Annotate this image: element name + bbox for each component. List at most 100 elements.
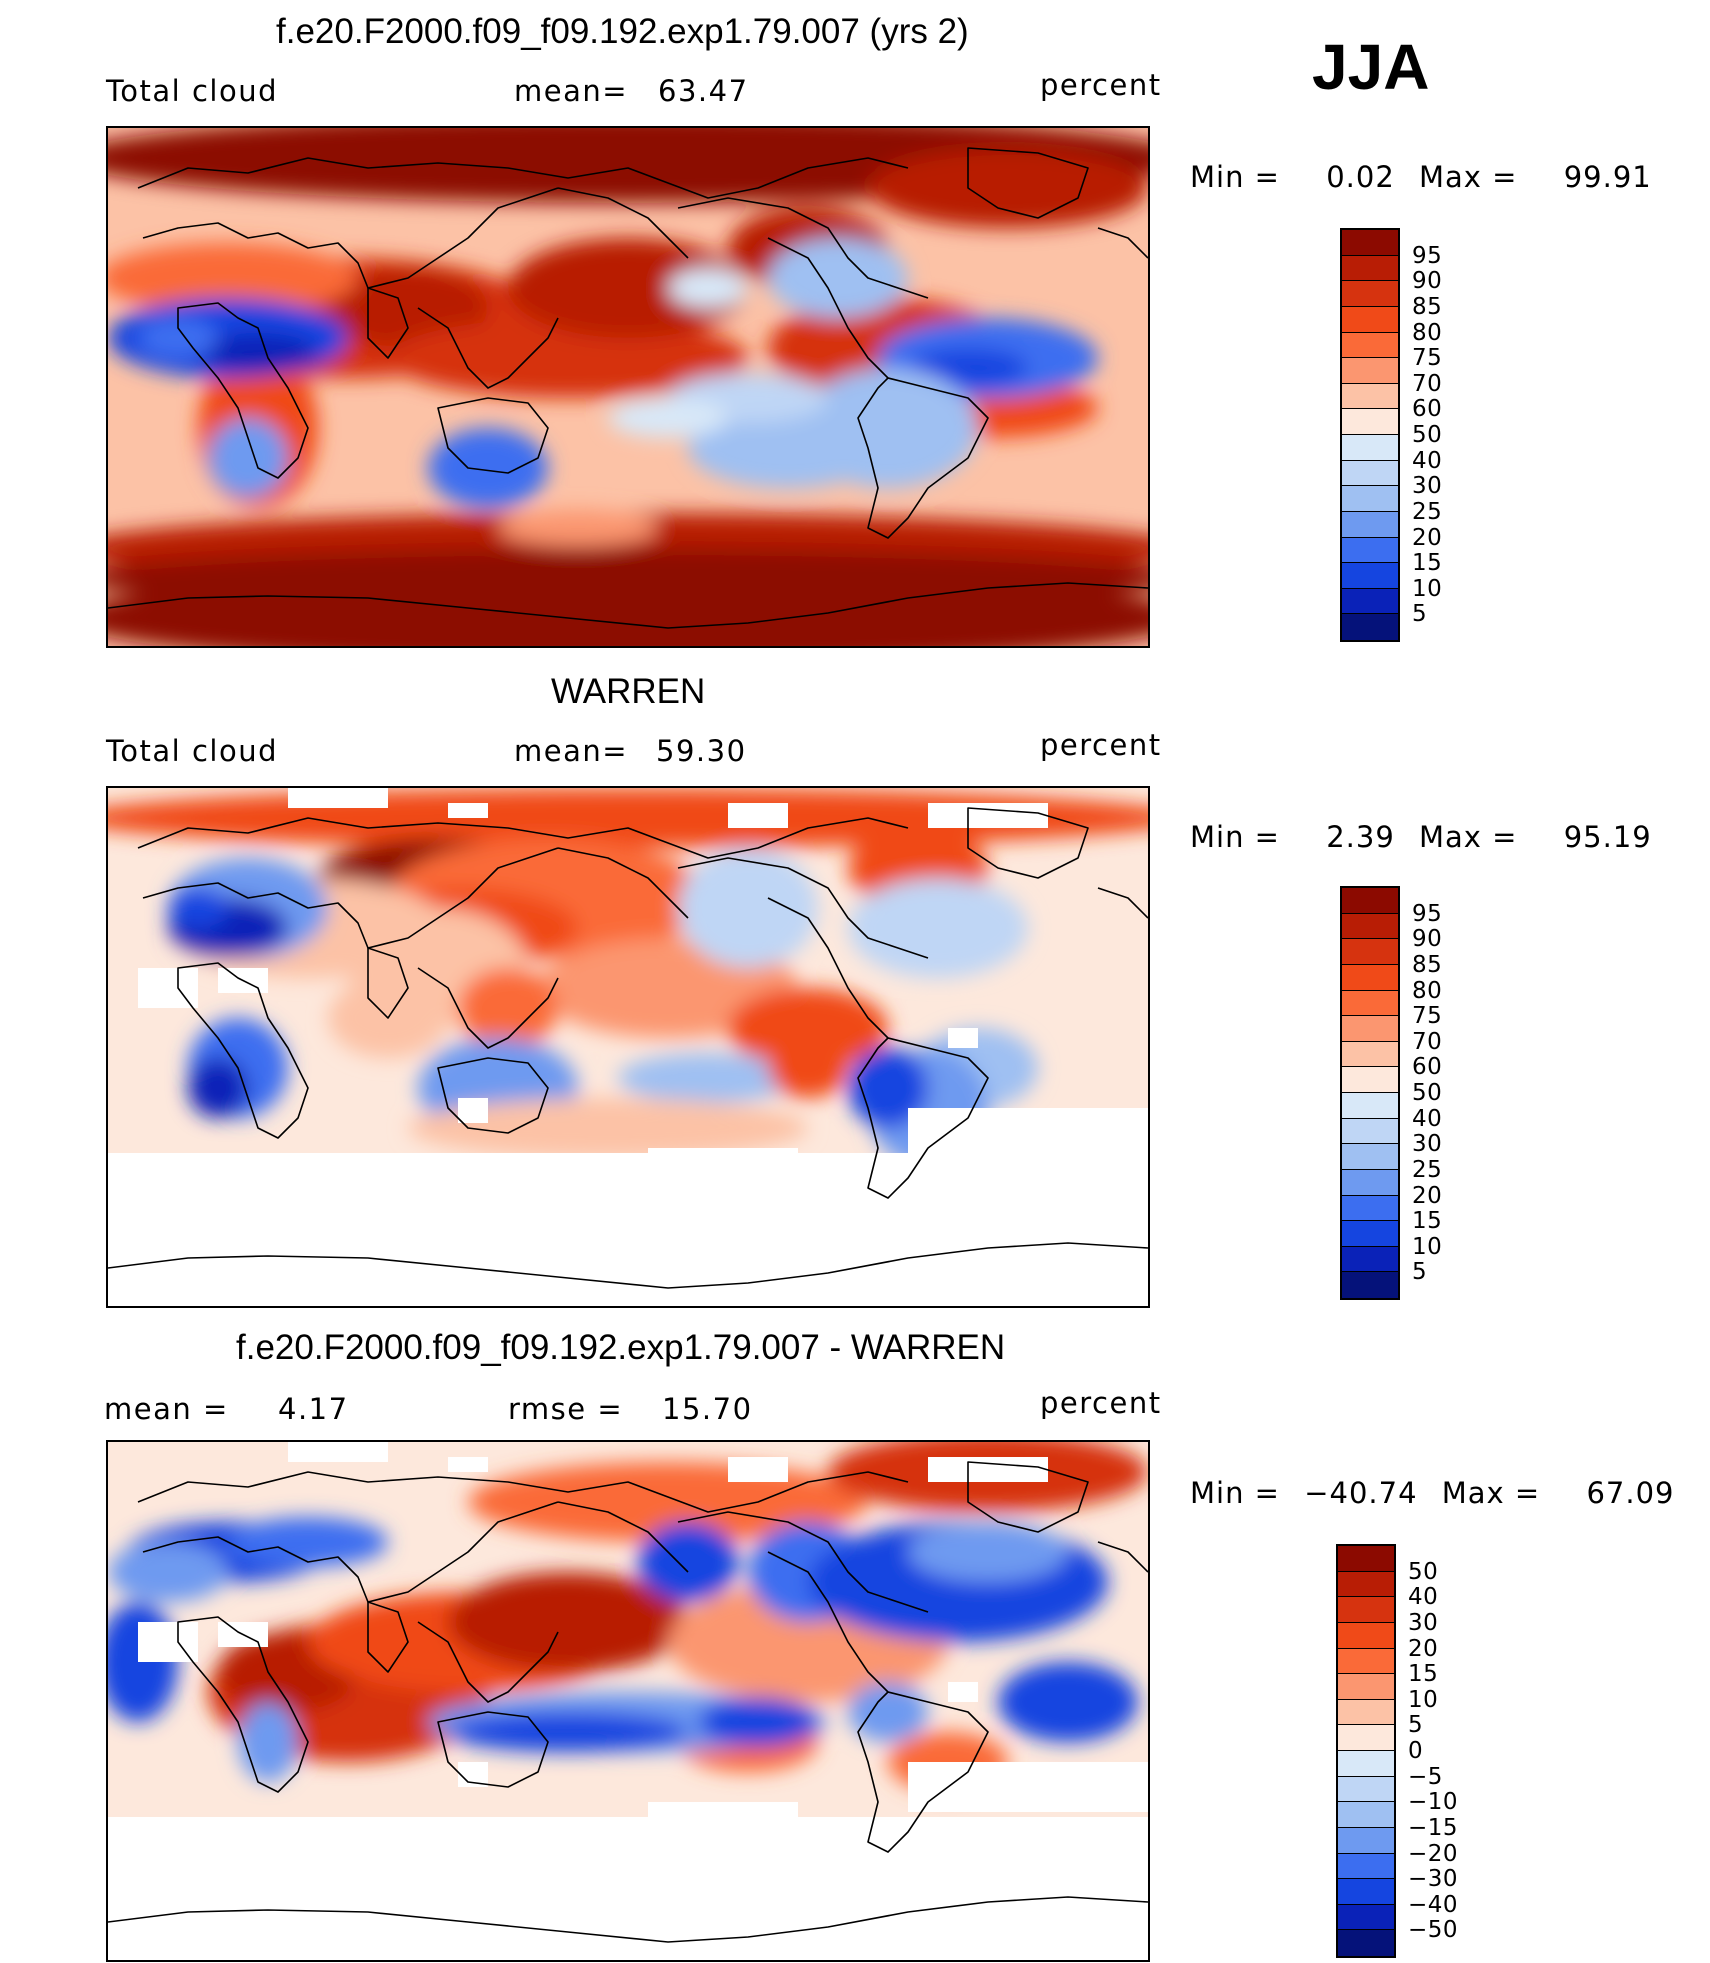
colorbar-swatch (1342, 358, 1398, 384)
panel-2-field (108, 788, 1148, 1306)
panel-3-units: percent (1040, 1386, 1162, 1420)
panel-1-max-value: 99.91 (1563, 160, 1652, 194)
colorbar-swatch (1342, 435, 1398, 461)
panel-2-min-label: Min = (1190, 820, 1280, 854)
colorbar-label: 80 (1412, 977, 1443, 1004)
colorbar-swatch (1342, 230, 1398, 256)
colorbar-label: 85 (1412, 951, 1443, 978)
panel-1-units: percent (1040, 68, 1162, 102)
colorbar-swatch (1338, 1699, 1394, 1726)
panel-1-max-label: Max = (1419, 160, 1518, 194)
panel-2-units: percent (1040, 728, 1162, 762)
panel-1-title: f.e20.F2000.f09_f09.192.exp1.79.007 (yrs… (276, 12, 969, 51)
panel-1-field (108, 128, 1148, 646)
colorbar-swatch (1342, 306, 1398, 333)
panel-1-mean-value: 63.47 (658, 74, 749, 108)
panel-3-colorbar (1336, 1544, 1396, 1958)
panel-2-minmax: Min = 2.39 Max = 95.19 (1190, 820, 1652, 854)
colorbar-label: 80 (1412, 319, 1443, 346)
panel-2-map (106, 786, 1150, 1308)
colorbar-label: 70 (1412, 370, 1443, 397)
colorbar-label: 30 (1408, 1609, 1439, 1636)
colorbar-swatch (1338, 1904, 1394, 1931)
panel-2-max-value: 95.19 (1563, 820, 1652, 854)
colorbar-swatch (1342, 255, 1398, 282)
colorbar-swatch (1338, 1827, 1394, 1854)
colorbar-label: 70 (1412, 1028, 1443, 1055)
colorbar-swatch (1338, 1802, 1394, 1828)
colorbar-label: 40 (1412, 447, 1443, 474)
colorbar-swatch (1338, 1597, 1394, 1623)
colorbar-label: 95 (1412, 242, 1443, 269)
colorbar-swatch (1342, 990, 1398, 1017)
colorbar-label: −20 (1408, 1840, 1459, 1867)
colorbar-label: 5 (1408, 1712, 1424, 1739)
panel-3-rmse-value: 15.70 (662, 1392, 753, 1426)
colorbar-swatch (1338, 1930, 1394, 1956)
colorbar-label: 15 (1412, 550, 1443, 577)
panel-2-colorbar (1340, 886, 1400, 1300)
colorbar-label: 40 (1412, 1105, 1443, 1132)
colorbar-swatch (1342, 588, 1398, 615)
colorbar-label: −50 (1408, 1917, 1459, 1944)
colorbar-swatch (1338, 1751, 1394, 1777)
colorbar-label: 10 (1408, 1686, 1439, 1713)
colorbar-swatch (1338, 1674, 1394, 1700)
colorbar-label: 25 (1412, 498, 1443, 525)
colorbar-label: 20 (1408, 1635, 1439, 1662)
panel-3-minmax: Min = −40.74 Max = 67.09 (1190, 1476, 1674, 1510)
colorbar-label: 85 (1412, 293, 1443, 320)
colorbar-swatch (1342, 964, 1398, 991)
panel-3-min-label: Min = (1190, 1476, 1280, 1510)
colorbar-swatch (1342, 409, 1398, 435)
colorbar-label: 10 (1412, 575, 1443, 602)
panel-2-mean-label: mean= (514, 734, 629, 768)
colorbar-swatch (1338, 1546, 1394, 1572)
panel-1-colorbar (1340, 228, 1400, 642)
panel-3-min-value: −40.74 (1304, 1476, 1418, 1510)
colorbar-swatch (1342, 1144, 1398, 1170)
colorbar-label: 40 (1408, 1584, 1439, 1611)
colorbar-label: 5 (1412, 601, 1428, 628)
colorbar-label: 15 (1408, 1661, 1439, 1688)
colorbar-label: 90 (1412, 926, 1443, 953)
colorbar-swatch (1342, 1169, 1398, 1196)
colorbar-label: 10 (1412, 1233, 1443, 1260)
panel-1-min-value: 0.02 (1326, 160, 1395, 194)
colorbar-swatch (1342, 1246, 1398, 1273)
colorbar-swatch (1342, 1195, 1398, 1222)
colorbar-label: 15 (1412, 1208, 1443, 1235)
colorbar-swatch (1342, 486, 1398, 512)
colorbar-label: 60 (1412, 396, 1443, 423)
panel-2-min-value: 2.39 (1326, 820, 1395, 854)
panel-2-max-label: Max = (1419, 820, 1518, 854)
panel-3-field (108, 1442, 1148, 1960)
colorbar-label: 20 (1412, 524, 1443, 551)
colorbar-swatch (1342, 1221, 1398, 1247)
colorbar-swatch (1342, 281, 1398, 307)
panel-1-map (106, 126, 1150, 648)
colorbar-swatch (1342, 383, 1398, 410)
panel-3-rmse-label: rmse = (508, 1392, 624, 1426)
colorbar-swatch (1338, 1622, 1394, 1649)
panel-2-mean-value: 59.30 (656, 734, 747, 768)
colorbar-label: 50 (1412, 1080, 1443, 1106)
colorbar-swatch (1342, 511, 1398, 538)
panel-1-min-label: Min = (1190, 160, 1280, 194)
panel-1-mean-label: mean= (514, 74, 629, 108)
colorbar-swatch (1338, 1725, 1394, 1751)
panel-2-variable-label: Total cloud (106, 734, 278, 768)
colorbar-label: 20 (1412, 1182, 1443, 1209)
colorbar-label: 25 (1412, 1156, 1443, 1183)
colorbar-label: 5 (1412, 1259, 1428, 1286)
colorbar-label: 30 (1412, 1131, 1443, 1158)
colorbar-swatch (1342, 1118, 1398, 1145)
panel-3-map (106, 1440, 1150, 1962)
colorbar-swatch (1338, 1648, 1394, 1675)
colorbar-swatch (1342, 913, 1398, 940)
colorbar-label: 0 (1408, 1738, 1424, 1764)
panel-3-mean-label: mean = (104, 1392, 229, 1426)
season-label: JJA (1312, 31, 1430, 103)
colorbar-swatch (1338, 1571, 1394, 1598)
colorbar-label: −40 (1408, 1891, 1459, 1918)
